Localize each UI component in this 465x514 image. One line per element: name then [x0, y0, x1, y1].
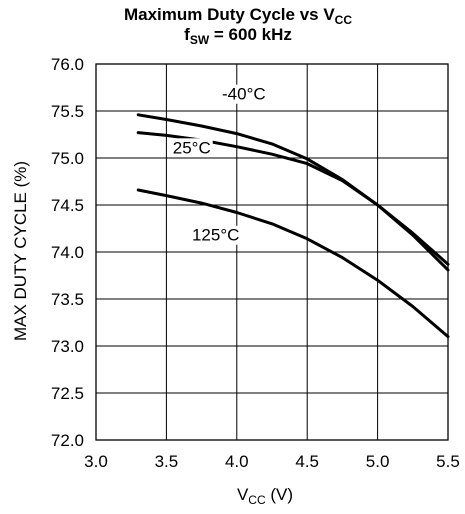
- chart-title-line2-rest: = 600 kHz: [209, 25, 292, 44]
- x-tick-labels: 3.0 3.5 4.0 4.5 5.0 5.5: [84, 452, 460, 471]
- chart-title-line1-main: Maximum Duty Cycle vs V: [124, 5, 335, 24]
- x-axis-label-sub: CC: [248, 493, 266, 507]
- x-tick-label: 3.0: [84, 452, 108, 471]
- chart-title-line1-sub: CC: [335, 13, 353, 27]
- series-label-background: [189, 225, 242, 245]
- y-axis-label: MAX DUTY CYCLE (%): [11, 161, 30, 341]
- x-tick-label: 3.5: [155, 452, 179, 471]
- y-tick-label: 72.5: [51, 384, 84, 403]
- y-tick-label: 75.0: [51, 149, 84, 168]
- series-label-2: 125°C: [192, 226, 239, 245]
- y-tick-label: 74.5: [51, 196, 84, 215]
- x-tick-label: 4.0: [225, 452, 249, 471]
- chart-title-line1: Maximum Duty Cycle vs VCC: [124, 5, 352, 27]
- grid-lines: [95, 63, 449, 441]
- chart-title-line2-main: f: [184, 25, 190, 44]
- y-tick-label: 72.0: [51, 431, 84, 450]
- plot-frame: [95, 63, 449, 441]
- x-axis-label: VCC (V): [237, 485, 293, 507]
- x-tick-label: 5.5: [436, 452, 460, 471]
- x-tick-label: 4.5: [295, 452, 319, 471]
- chart-title-line2: fSW = 600 kHz: [184, 25, 292, 47]
- y-tick-label: 75.5: [51, 102, 84, 121]
- series-label-background: [170, 138, 213, 158]
- x-axis-label-main: V: [237, 485, 249, 504]
- series-label-1: 25°C: [173, 138, 211, 157]
- series-line-1: [136, 131, 450, 266]
- series-label-0: -40°C: [222, 85, 266, 104]
- series-label-background: [220, 84, 268, 104]
- y-tick-label: 74.0: [51, 243, 84, 262]
- y-tick-label: 73.5: [51, 290, 84, 309]
- x-tick-label: 5.0: [366, 452, 390, 471]
- y-tick-label: 73.0: [51, 337, 84, 356]
- y-tick-labels: 72.0 72.5 73.0 73.5 74.0 74.5 75.0 75.5 76.0: [51, 55, 84, 450]
- x-axis-label-rest: (V): [266, 485, 293, 504]
- series-line-2: [136, 188, 450, 339]
- y-tick-label: 76.0: [51, 55, 84, 74]
- series-curves: [136, 113, 450, 339]
- series-labels: -40°C 25°C 125°C: [170, 84, 268, 245]
- chart-title-line2-sub: SW: [190, 33, 210, 47]
